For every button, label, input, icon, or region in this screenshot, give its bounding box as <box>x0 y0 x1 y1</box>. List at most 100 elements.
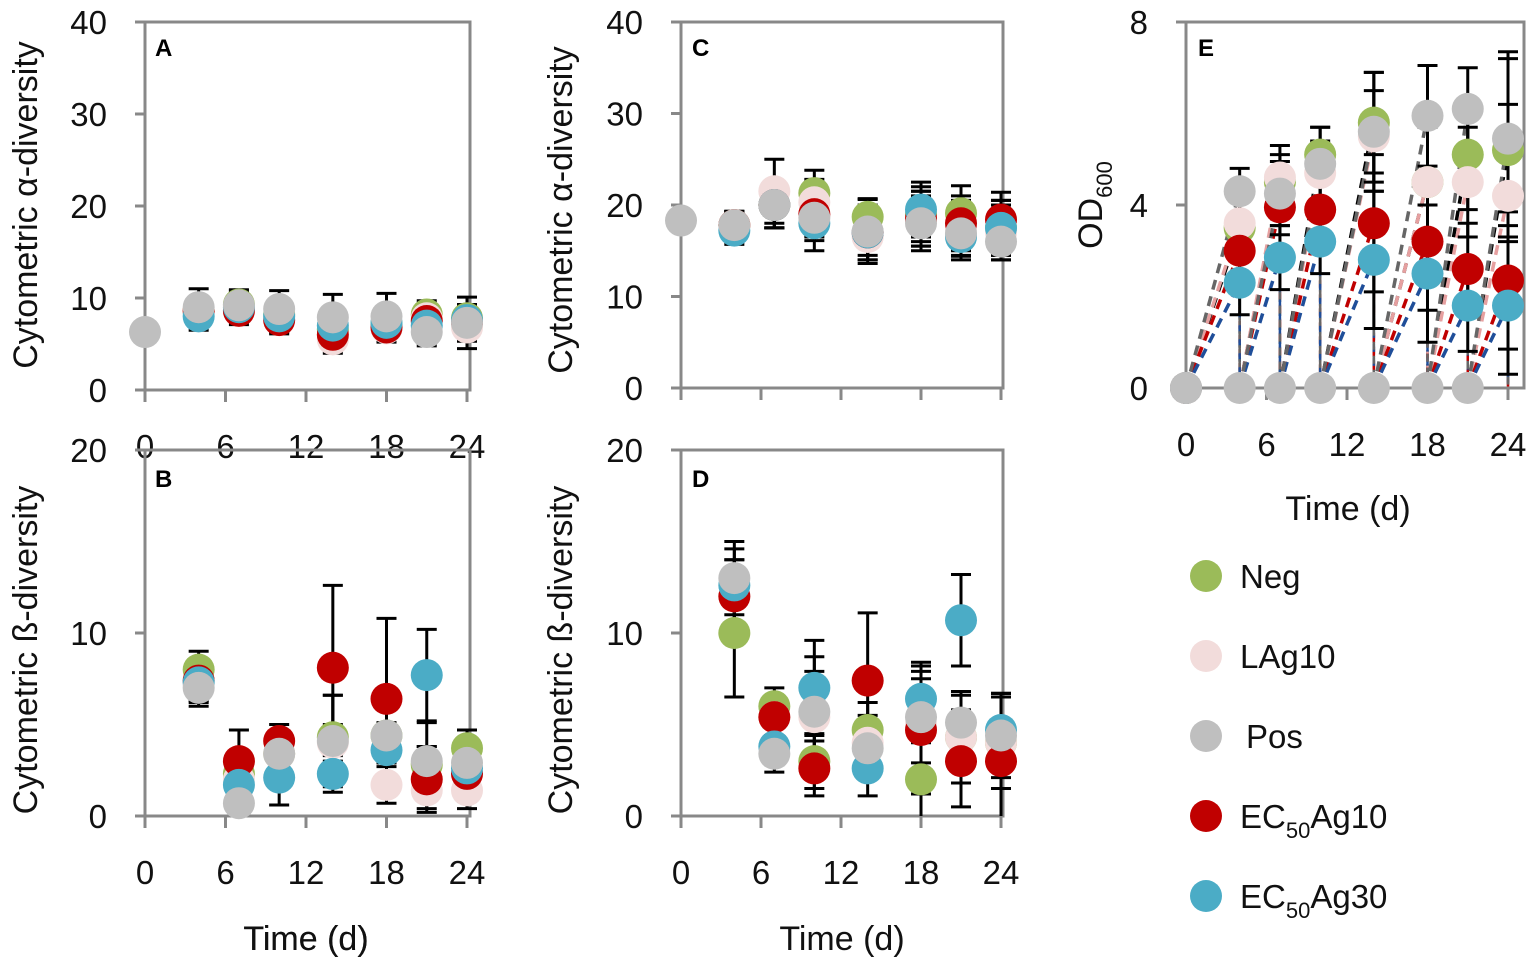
growth-line <box>1318 259 1376 389</box>
y-tick-label: 4 <box>1130 187 1148 224</box>
x-tick-label: 18 <box>368 428 405 465</box>
legend-label-pos: Pos <box>1246 718 1303 755</box>
x-tick-label: 0 <box>136 854 154 891</box>
data-point <box>851 732 884 765</box>
data-point <box>222 787 255 820</box>
growth-line <box>1184 281 1242 389</box>
data-point <box>1451 372 1484 404</box>
data-point <box>718 617 751 649</box>
legend-label-lag10: LAg10 <box>1240 638 1335 675</box>
x-tick-label: 6 <box>216 428 234 465</box>
x-tick-label: 0 <box>1177 426 1195 463</box>
data-point <box>1492 179 1524 212</box>
data-point <box>370 768 403 801</box>
y-tick-label: 0 <box>625 370 643 407</box>
growth-line <box>1237 257 1282 389</box>
legend-marker-lag10 <box>1190 640 1222 672</box>
x-tick-label: 12 <box>288 854 325 891</box>
data-point <box>410 745 443 778</box>
x-tick-label: 6 <box>1257 426 1275 463</box>
y-tick-label: 10 <box>70 615 107 652</box>
data-point <box>1304 147 1337 180</box>
data-point <box>129 316 161 349</box>
growth-line <box>1372 115 1430 389</box>
data-point <box>1170 372 1202 404</box>
data-point <box>945 706 977 739</box>
data-point <box>1304 225 1337 258</box>
legend-label-ec50ag10: EC50Ag10 <box>1240 798 1387 843</box>
data-point <box>1223 372 1256 404</box>
x-tick-label: 0 <box>672 854 690 891</box>
legend-marker-pos <box>1190 720 1222 752</box>
data-point <box>758 737 791 770</box>
data-point <box>905 701 937 734</box>
data-point <box>1451 253 1484 286</box>
data-point <box>316 724 349 757</box>
growth-line <box>1425 268 1470 389</box>
y-tick-label: 30 <box>70 96 107 133</box>
y-tick-label: 20 <box>70 432 107 469</box>
series-pos <box>665 189 1017 258</box>
data-point <box>1451 166 1484 199</box>
data-point <box>851 664 884 697</box>
x-tick-label: 24 <box>983 854 1020 891</box>
data-point <box>1357 372 1390 404</box>
data-point <box>1263 372 1296 404</box>
data-point <box>451 746 483 779</box>
panel-c: 0 10 20 30 40 Cytometric α-diversity C <box>542 4 1017 407</box>
y-tick-label: 0 <box>89 372 107 409</box>
data-point <box>1223 207 1256 240</box>
data-point <box>1492 289 1524 322</box>
growth-line <box>1425 108 1470 389</box>
data-point <box>1357 243 1390 276</box>
x-tick-label: 24 <box>449 854 486 891</box>
y-tick-label: 30 <box>606 96 643 133</box>
data-point <box>410 659 443 692</box>
legend: Neg LAg10 Pos EC50Ag10 EC50Ag30 <box>1190 558 1387 923</box>
data-point <box>758 701 791 734</box>
growth-line <box>1372 240 1430 389</box>
data-point <box>1492 122 1524 155</box>
series-transfer-baseline <box>1170 372 1484 404</box>
growth-line <box>1372 272 1430 389</box>
y-axis-label: Cytometric α-diversity <box>7 41 45 369</box>
legend-item-lag10: LAg10 <box>1190 638 1335 675</box>
data-point <box>1411 99 1444 132</box>
data-point <box>1304 372 1337 404</box>
data-point <box>945 745 977 778</box>
x-tick-label: 18 <box>1409 426 1446 463</box>
legend-item-ec50ag30: EC50Ag30 <box>1190 878 1387 923</box>
series-pos <box>718 562 1017 770</box>
growth-line <box>1318 131 1376 389</box>
y-axis-label-main: OD <box>1072 198 1110 249</box>
panel-letter: E <box>1198 35 1214 62</box>
x-tick-label: 6 <box>216 854 234 891</box>
panel-a: 0 10 20 30 40 0 6 12 18 24 Time (d) Cytometric α-di… <box>7 4 485 958</box>
panel-d: 0 10 20 0 6 12 18 24 Time (d) Cytometric ß-divers… <box>542 432 1019 958</box>
data-point <box>263 761 296 794</box>
series-pos <box>129 289 483 349</box>
y-tick-label: 10 <box>606 279 643 316</box>
legend-item-neg: Neg <box>1190 558 1301 595</box>
data-point <box>905 763 937 796</box>
y-tick-label: 40 <box>70 4 107 41</box>
data-point <box>370 719 403 752</box>
panel-e: 0 4 8 0 6 12 18 24 Time (d) OD600 E <box>1072 4 1526 528</box>
data-point <box>316 651 349 684</box>
data-point <box>851 215 884 248</box>
y-tick-label: 0 <box>1130 370 1148 407</box>
data-point <box>1411 166 1444 199</box>
data-point <box>1411 257 1444 290</box>
data-point <box>798 201 831 234</box>
data-point <box>1263 241 1296 274</box>
data-point <box>718 209 751 242</box>
data-point <box>665 204 697 237</box>
x-tick-label: 12 <box>288 428 325 465</box>
y-tick-label: 0 <box>625 798 643 835</box>
legend-marker-ec50ag30 <box>1190 880 1222 912</box>
data-point <box>1357 207 1390 240</box>
y-tick-label: 20 <box>70 188 107 225</box>
data-point <box>945 217 977 250</box>
